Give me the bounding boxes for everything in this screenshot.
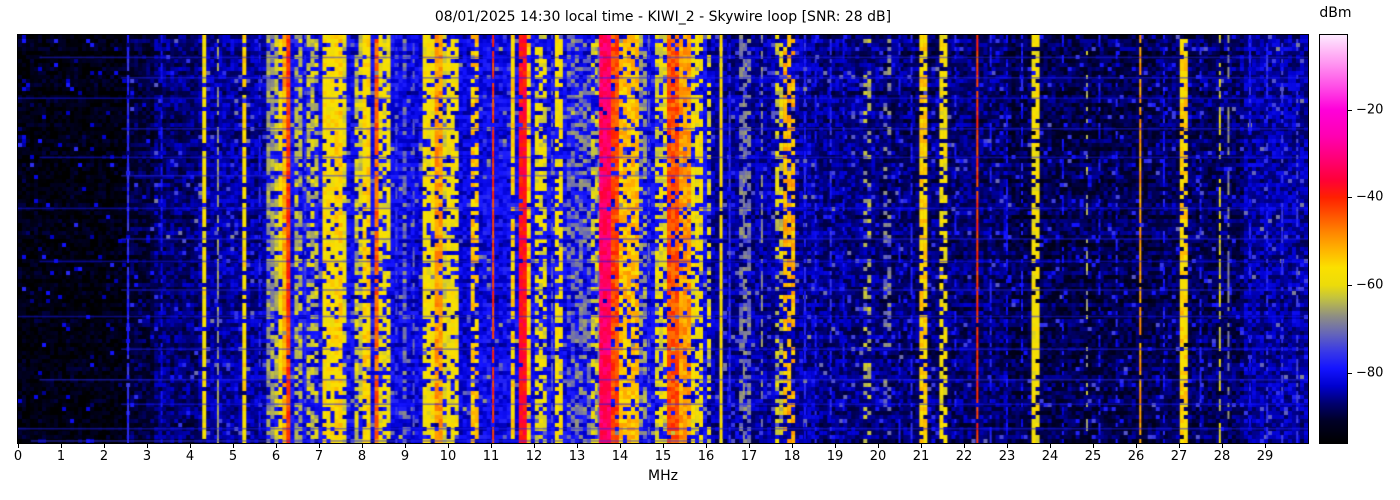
x-tick-label: 12 [525, 449, 543, 464]
x-tick [104, 444, 105, 448]
x-tick [147, 444, 148, 448]
x-tick [878, 444, 879, 448]
x-tick-label: 15 [654, 449, 672, 464]
colorbar-tick-label: −40 [1356, 189, 1384, 205]
x-tick [1265, 444, 1266, 448]
colorbar [1319, 34, 1348, 444]
x-tick [792, 444, 793, 448]
x-tick-label: 28 [1213, 449, 1231, 464]
x-tick [921, 444, 922, 448]
x-tick-label: 4 [185, 449, 195, 464]
x-tick-label: 3 [142, 449, 152, 464]
x-tick-label: 9 [400, 449, 410, 464]
x-tick [233, 444, 234, 448]
spectrogram-canvas [18, 35, 1308, 443]
x-tick [835, 444, 836, 448]
x-tick [448, 444, 449, 448]
x-tick [276, 444, 277, 448]
x-tick-label: 20 [869, 449, 887, 464]
x-tick [1093, 444, 1094, 448]
colorbar-tick [1348, 109, 1352, 111]
colorbar-tick [1348, 285, 1352, 287]
x-tick [190, 444, 191, 448]
x-tick-label: 6 [271, 449, 281, 464]
x-tick [1007, 444, 1008, 448]
x-tick-label: 19 [826, 449, 844, 464]
x-tick [534, 444, 535, 448]
x-tick-label: 8 [357, 449, 367, 464]
x-tick-label: 11 [482, 449, 500, 464]
x-tick-label: 26 [1127, 449, 1145, 464]
colorbar-gradient [1320, 35, 1347, 443]
x-tick-label: 10 [439, 449, 457, 464]
x-tick-label: 7 [314, 449, 324, 464]
x-tick [749, 444, 750, 448]
x-tick [1179, 444, 1180, 448]
x-tick-label: 16 [697, 449, 715, 464]
x-tick-label: 18 [783, 449, 801, 464]
x-tick-label: 24 [1041, 449, 1059, 464]
x-tick-label: 14 [611, 449, 629, 464]
x-tick [319, 444, 320, 448]
spectrogram-plot [17, 34, 1309, 444]
x-tick-label: 5 [228, 449, 238, 464]
x-tick-label: 17 [740, 449, 758, 464]
x-tick-label: 13 [568, 449, 586, 464]
colorbar-label: dBm [1319, 5, 1352, 21]
x-tick [61, 444, 62, 448]
x-tick-label: 0 [13, 449, 23, 464]
x-tick-label: 1 [56, 449, 66, 464]
x-tick [362, 444, 363, 448]
colorbar-tick-label: −80 [1356, 365, 1384, 381]
x-tick [1136, 444, 1137, 448]
x-tick-label: 21 [912, 449, 930, 464]
x-tick-label: 2 [99, 449, 109, 464]
x-tick [663, 444, 664, 448]
x-tick [1222, 444, 1223, 448]
x-axis-label: MHz [648, 468, 678, 484]
x-tick-label: 27 [1170, 449, 1188, 464]
x-tick [577, 444, 578, 448]
x-tick [491, 444, 492, 448]
x-tick [964, 444, 965, 448]
x-tick-label: 22 [955, 449, 973, 464]
x-tick [1050, 444, 1051, 448]
plot-title: 08/01/2025 14:30 local time - KIWI_2 - S… [434, 9, 892, 25]
colorbar-tick-label: −20 [1356, 102, 1384, 118]
colorbar-tick-label: −60 [1356, 277, 1384, 293]
x-tick [405, 444, 406, 448]
colorbar-tick [1348, 197, 1352, 199]
x-tick-label: 23 [998, 449, 1016, 464]
colorbar-tick [1348, 372, 1352, 374]
x-tick-label: 29 [1256, 449, 1274, 464]
x-tick [620, 444, 621, 448]
x-tick-label: 25 [1084, 449, 1102, 464]
x-tick [18, 444, 19, 448]
x-tick [706, 444, 707, 448]
